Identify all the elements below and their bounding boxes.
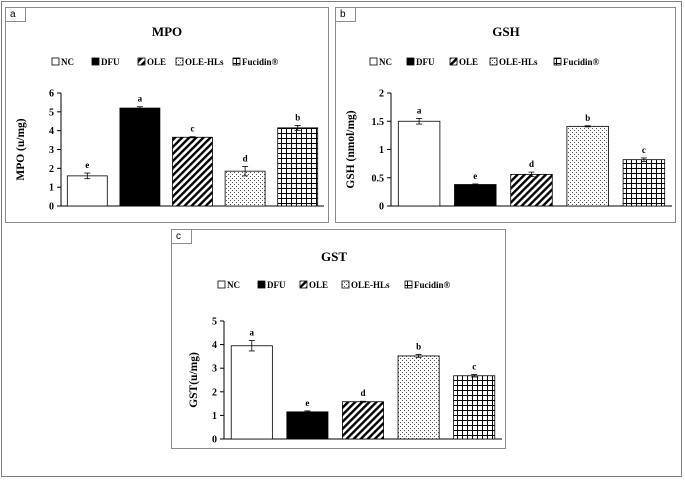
bar-fucidin [622, 159, 666, 207]
chart-b-title: GSH [492, 24, 519, 39]
y-tick-label: 1 [212, 411, 217, 422]
legend-swatch-nc [51, 57, 60, 66]
bar-ole [172, 136, 213, 207]
bar-ole-hls [397, 355, 440, 440]
panel-a-tag: a [6, 8, 26, 22]
y-tick-label: 5 [49, 107, 54, 118]
y-tick-label: 1 [49, 183, 54, 194]
significance-letter-nc: a [250, 328, 255, 338]
y-tick-label: 3 [49, 145, 54, 156]
significance-letter-fucidin: c [642, 145, 646, 155]
bar-fucidin [277, 127, 319, 207]
legend-swatch-dfu [406, 57, 415, 66]
significance-letter-fucidin: b [295, 112, 300, 122]
legend-label-fucidin: Fucidin® [563, 57, 600, 67]
significance-letter-nc: a [417, 105, 422, 115]
y-tick-label: 0.5 [372, 173, 385, 184]
y-tick-label: 3 [212, 364, 217, 375]
chart-c-title: GST [321, 249, 347, 264]
panel-b-tag: b [336, 8, 356, 22]
chart-c-svg: GST NC DFU OLE OLE-HLs Fucidin® 0 1 2 3 4 5 GST(u/mg… [188, 249, 502, 446]
panel-c: GST NC DFU OLE OLE-HLs Fucidin® 0 1 2 3 4 5 GST(u/mg… [171, 229, 506, 449]
legend-label-ole: OLE [459, 57, 478, 67]
legend-swatch-fucidin [553, 57, 562, 66]
legend-label-ole-hls: OLE-HLs [185, 57, 224, 67]
significance-letter-ole-hls: b [585, 113, 590, 123]
bar-ole-hls [566, 125, 609, 207]
y-tick-label: 0 [49, 202, 54, 213]
legend-label-nc: NC [379, 57, 392, 67]
legend-swatch-dfu [91, 57, 100, 66]
legend-swatch-ole [299, 280, 308, 289]
y-tick-label: 4 [49, 126, 54, 137]
bar-ole [342, 401, 384, 440]
significance-letter-nc: e [85, 160, 89, 170]
bar-nc [66, 175, 108, 207]
y-tick-label: 6 [49, 89, 54, 100]
bar-fucidin [453, 375, 496, 440]
y-tick-label: 5 [212, 317, 217, 328]
y-tick-label: 2 [212, 387, 217, 398]
legend-label-fucidin: Fucidin® [414, 280, 451, 290]
legend-swatch-fucidin [232, 57, 241, 66]
bar-nc [397, 120, 441, 207]
legend-swatch-ole-hls [341, 280, 350, 289]
legend-swatch-nc [217, 280, 226, 289]
chart-a-ylabel: MPO (u/mg) [15, 118, 27, 180]
legend-swatch-fucidin [404, 280, 413, 289]
significance-letter-ole-hls: b [416, 342, 421, 352]
significance-letter-ole: d [360, 388, 365, 398]
panel-a: MPO NC DFU OLE OLE-HLs Fucidin® 0 1 2 3 4 5 6 MPO (u/… [5, 7, 329, 223]
y-tick-label: 0 [379, 202, 384, 213]
legend-swatch-ole-hls [489, 57, 498, 66]
bar-dfu [286, 411, 329, 440]
legend-swatch-ole-hls [175, 57, 184, 66]
y-tick-label: 2 [49, 164, 54, 175]
significance-letter-ole-hls: d [243, 153, 248, 163]
legend-label-dfu: DFU [416, 57, 435, 67]
y-tick-label: 4 [212, 340, 217, 351]
y-tick-label: 0 [212, 435, 217, 446]
significance-letter-dfu: a [138, 94, 143, 104]
legend-swatch-ole [449, 57, 458, 66]
legend-swatch-nc [369, 57, 378, 66]
bar-nc [230, 345, 273, 440]
significance-letter-ole: c [191, 124, 195, 134]
legend-label-nc: NC [61, 57, 74, 67]
legend-label-ole-hls: OLE-HLs [499, 57, 538, 67]
panel-b: GSH NC DFU OLE OLE-HLs Fucidin® 0 0.5 1 1.5 2 GSH (… [335, 7, 676, 223]
bar-dfu [454, 184, 497, 207]
bar-dfu [119, 107, 161, 207]
chart-c-ylabel: GST(u/mg) [188, 352, 200, 408]
legend-label-ole: OLE [309, 280, 328, 290]
significance-letter-dfu: e [305, 398, 309, 408]
bar-ole [510, 173, 553, 207]
y-tick-label: 1.5 [372, 117, 385, 128]
legend-swatch-dfu [257, 280, 266, 289]
legend-label-nc: NC [227, 280, 240, 290]
y-tick-label: 2 [379, 89, 384, 100]
legend-label-ole-hls: OLE-HLs [351, 280, 390, 290]
chart-a-title: MPO [152, 24, 182, 39]
significance-letter-fucidin: c [472, 362, 476, 372]
chart-b-svg: GSH NC DFU OLE OLE-HLs Fucidin® 0 0.5 1 1.5 2 GSH (… [345, 24, 672, 213]
legend-swatch-ole [137, 57, 146, 66]
legend-label-dfu: DFU [101, 57, 120, 67]
significance-letter-ole: d [529, 159, 534, 169]
chart-a-svg: MPO NC DFU OLE OLE-HLs Fucidin® 0 1 2 3 4 5 6 MPO (u/… [15, 24, 324, 213]
legend-label-dfu: DFU [267, 280, 286, 290]
legend-label-fucidin: Fucidin® [242, 57, 279, 67]
bar-ole-hls [224, 170, 266, 207]
panel-c-tag: c [172, 230, 192, 244]
y-tick-label: 1 [379, 145, 384, 156]
chart-b-ylabel: GSH (nmol/mg) [345, 110, 357, 188]
legend-label-ole: OLE [147, 57, 166, 67]
significance-letter-dfu: e [473, 171, 477, 181]
